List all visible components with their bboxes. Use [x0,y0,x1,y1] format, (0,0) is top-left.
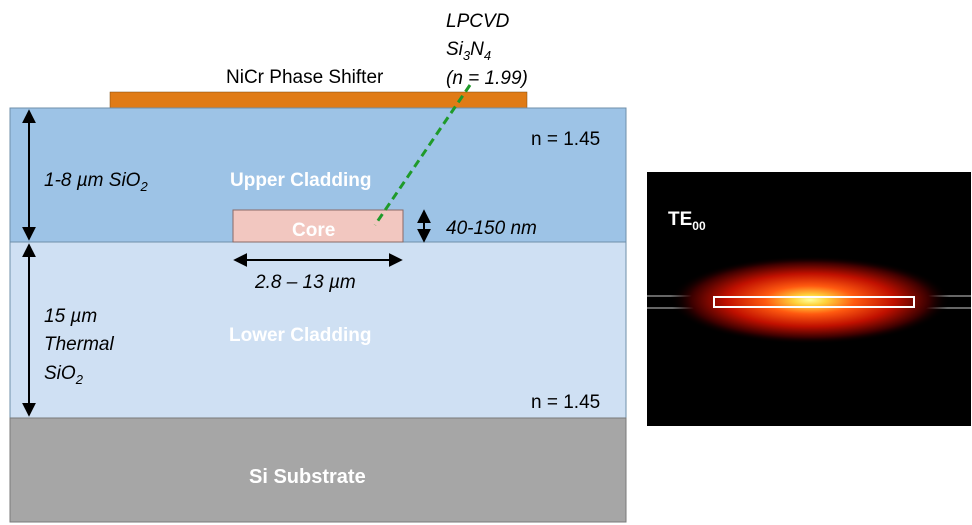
lower-cladding-label: Lower Cladding [229,325,372,346]
material-leader-line [373,84,472,226]
upper-index-label: n = 1.45 [531,129,600,150]
substrate-label: Si Substrate [249,466,366,488]
lower-index-label: n = 1.45 [531,392,600,413]
lower-thickness-label-line1: 15 µm [44,306,97,327]
lower-cladding-layer [9,241,627,419]
core-thickness-label: 40-150 nm [446,218,537,239]
mode-label: TE00 [668,209,706,233]
core-label: Core [292,220,335,241]
upper-cladding-label: Upper Cladding [230,170,371,191]
material-label-formula: Si3N4 [446,39,491,63]
material-label-line1: LPCVD [446,11,510,32]
core-width-label: 2.8 – 13 µm [254,272,356,293]
material-index-label: (n = 1.99) [446,68,528,89]
lower-thickness-label-line2: Thermal [44,334,114,355]
core-waveguide [232,209,404,243]
mode-field-intensity [670,256,950,344]
upper-thickness-label: 1-8 µm SiO2 [44,170,148,194]
si-substrate-layer [9,417,627,523]
lower-thickness-label-line3: SiO2 [44,363,84,387]
phase-shifter-label: NiCr Phase Shifter [226,67,384,88]
mode-profile-panel: TE00 [647,172,971,426]
phase-shifter-heater [109,91,528,109]
mode-core-outline [713,296,915,308]
